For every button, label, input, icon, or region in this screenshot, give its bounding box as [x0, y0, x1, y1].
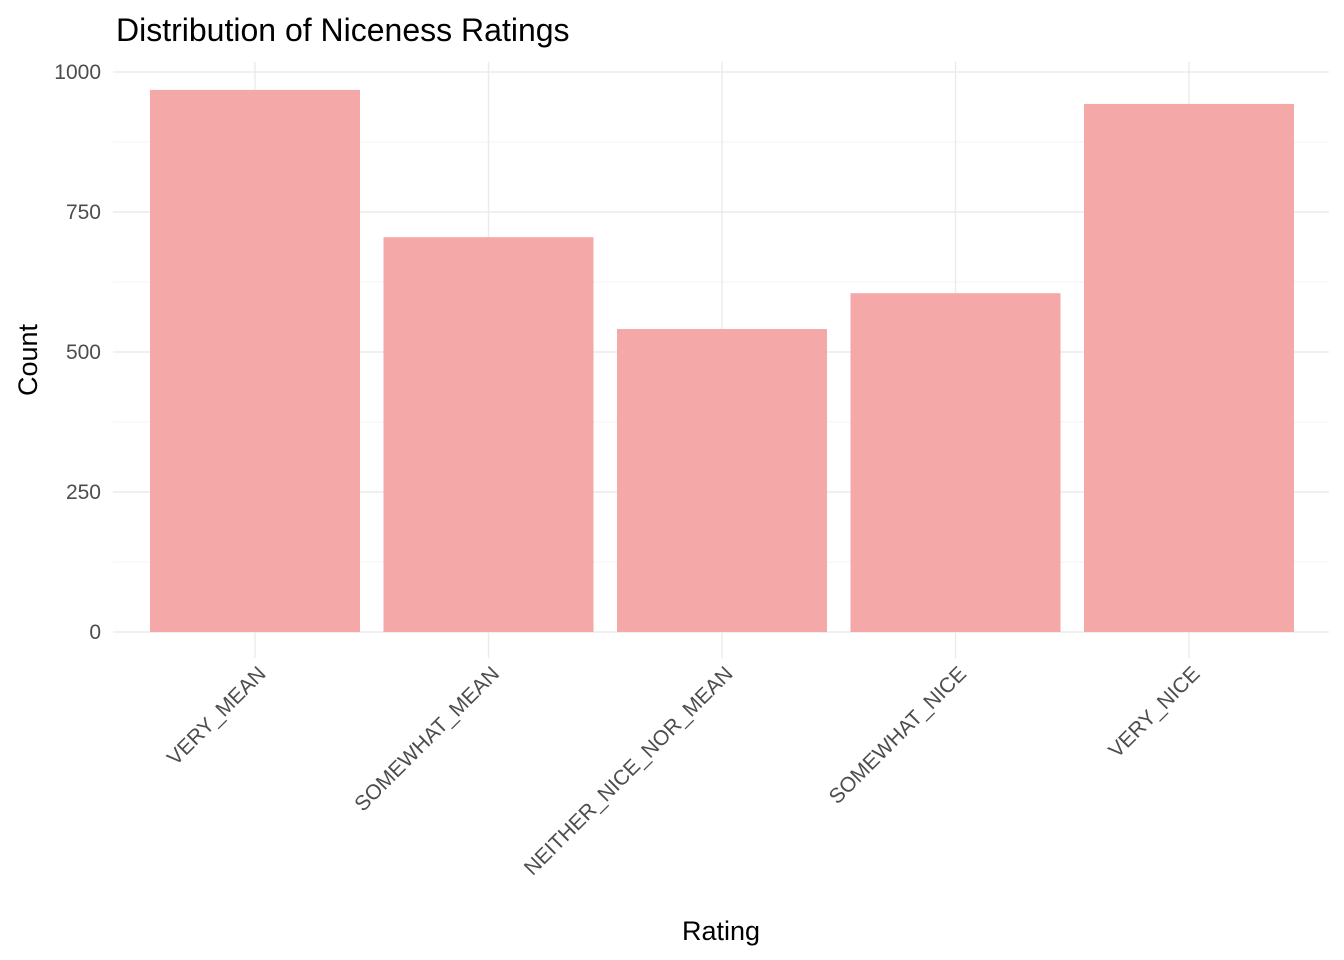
y-tick-label: 1000 [54, 61, 101, 84]
x-tick-label: SOMEWHAT_NICE [825, 662, 971, 808]
y-tick-label: 500 [66, 341, 101, 364]
x-tick-label: VERY_MEAN [163, 662, 271, 770]
y-tick-label: 0 [89, 621, 101, 644]
chart-title: Distribution of Niceness Ratings [116, 12, 570, 48]
bar-somewhat-mean [383, 237, 594, 632]
x-tick-label: NEITHER_NICE_NOR_MEAN [520, 662, 738, 880]
x-tick-label: SOMEWHAT_MEAN [350, 662, 504, 816]
bar-neither-nice-nor-mean [617, 329, 827, 632]
y-tick-label: 750 [66, 201, 101, 224]
x-axis-ticks: VERY_MEAN SOMEWHAT_MEAN NEITHER_NICE_NOR_M… [163, 662, 1205, 880]
bar-very-nice [1084, 103, 1294, 633]
bar-very-mean [150, 89, 360, 633]
y-tick-label: 250 [66, 481, 101, 504]
y-axis-title: Count [13, 323, 43, 396]
x-axis-title: Rating [682, 916, 760, 946]
y-axis-ticks: 0 250 500 750 1000 [54, 61, 101, 644]
x-tick-label: VERY_NICE [1104, 662, 1204, 762]
bar-somewhat-nice [850, 293, 1061, 632]
bar-series [150, 89, 1294, 633]
